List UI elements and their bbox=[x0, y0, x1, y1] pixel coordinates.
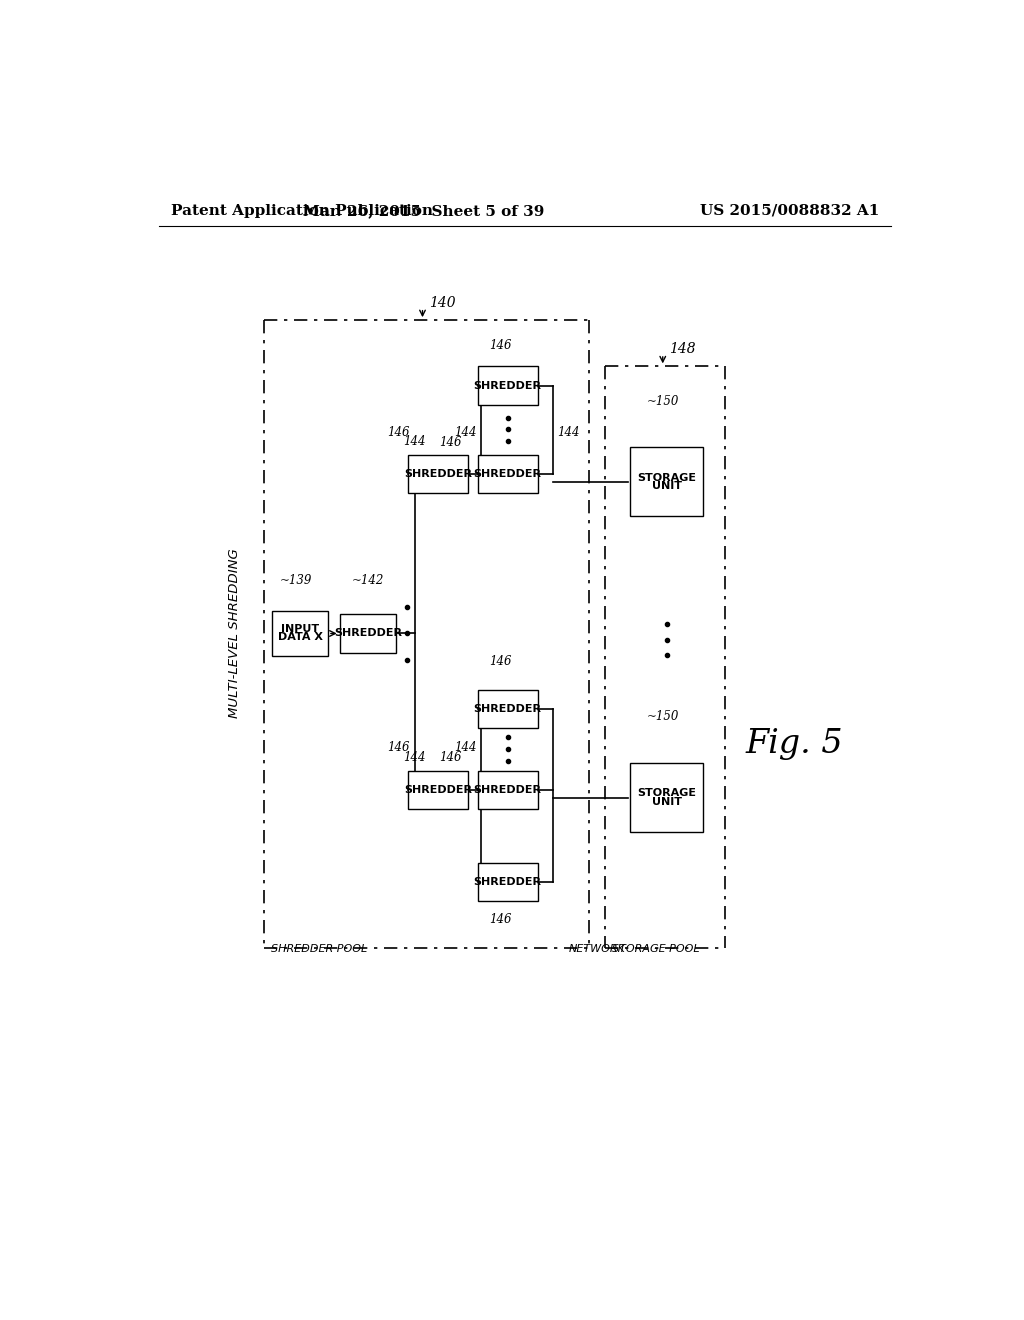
Text: 144: 144 bbox=[455, 425, 477, 438]
Text: DATA X: DATA X bbox=[278, 632, 323, 643]
Text: SHREDDER: SHREDDER bbox=[474, 469, 542, 479]
Text: ~139: ~139 bbox=[280, 574, 312, 587]
Bar bbox=[340, 614, 396, 653]
Text: Fig. 5: Fig. 5 bbox=[745, 727, 844, 759]
Text: Mar. 26, 2015  Sheet 5 of 39: Mar. 26, 2015 Sheet 5 of 39 bbox=[303, 203, 545, 218]
Bar bbox=[630, 763, 703, 832]
Text: SHREDDER POOL: SHREDDER POOL bbox=[271, 944, 368, 954]
Text: SHREDDER: SHREDDER bbox=[474, 785, 542, 795]
Text: SHREDDER: SHREDDER bbox=[404, 469, 472, 479]
Text: 146: 146 bbox=[388, 742, 411, 754]
Text: 146: 146 bbox=[388, 425, 411, 438]
Bar bbox=[477, 455, 538, 494]
Text: SHREDDER: SHREDDER bbox=[474, 704, 542, 714]
Bar bbox=[477, 771, 538, 809]
Text: US 2015/0088832 A1: US 2015/0088832 A1 bbox=[700, 203, 880, 218]
Text: SHREDDER: SHREDDER bbox=[474, 878, 542, 887]
Text: 140: 140 bbox=[429, 296, 456, 310]
Text: STORAGE: STORAGE bbox=[637, 788, 696, 799]
Bar bbox=[408, 455, 468, 494]
Text: MULTI-LEVEL SHREDDING: MULTI-LEVEL SHREDDING bbox=[228, 549, 242, 718]
Text: 144: 144 bbox=[455, 742, 477, 754]
Bar bbox=[477, 367, 538, 405]
Text: 144: 144 bbox=[557, 425, 580, 438]
Text: 144: 144 bbox=[403, 434, 426, 447]
Text: 146: 146 bbox=[438, 436, 461, 449]
Text: 146: 146 bbox=[488, 339, 511, 352]
Bar bbox=[477, 863, 538, 902]
Bar bbox=[477, 689, 538, 729]
Text: Patent Application Publication: Patent Application Publication bbox=[171, 203, 432, 218]
Text: ~150: ~150 bbox=[646, 710, 679, 723]
Text: ~142: ~142 bbox=[352, 574, 384, 587]
Text: INPUT: INPUT bbox=[281, 624, 319, 635]
Text: SHREDDER: SHREDDER bbox=[334, 628, 402, 639]
Text: 144: 144 bbox=[403, 751, 426, 763]
Text: 148: 148 bbox=[669, 342, 695, 356]
Bar bbox=[272, 611, 328, 656]
Text: STORAGE POOL: STORAGE POOL bbox=[612, 944, 700, 954]
Text: SHREDDER: SHREDDER bbox=[474, 380, 542, 391]
Text: SHREDDER: SHREDDER bbox=[404, 785, 472, 795]
Text: STORAGE: STORAGE bbox=[637, 473, 696, 483]
Text: NETWORK: NETWORK bbox=[568, 944, 626, 954]
Text: UNIT: UNIT bbox=[651, 480, 682, 491]
Text: UNIT: UNIT bbox=[651, 796, 682, 807]
Text: 146: 146 bbox=[488, 913, 511, 927]
Text: 146: 146 bbox=[438, 751, 461, 764]
Text: ~150: ~150 bbox=[646, 395, 679, 408]
Bar bbox=[630, 447, 703, 516]
Bar bbox=[408, 771, 468, 809]
Text: 146: 146 bbox=[488, 655, 511, 668]
